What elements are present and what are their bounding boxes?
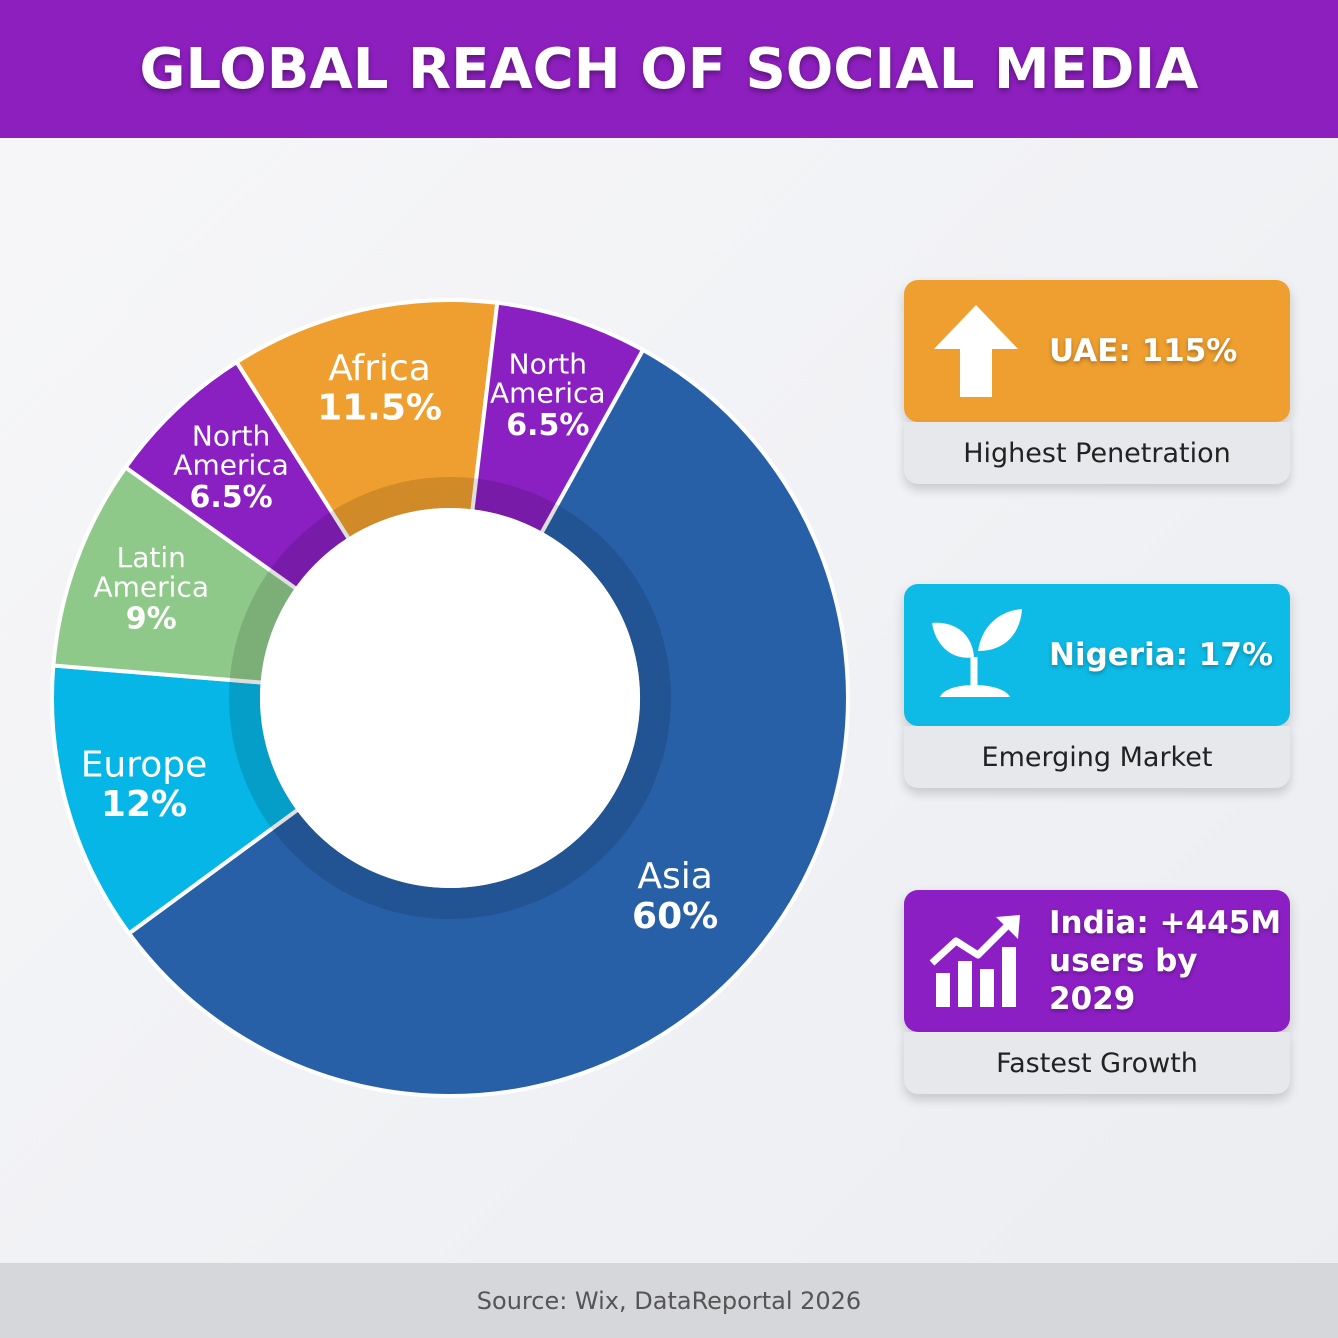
header-banner: GLOBAL REACH OF SOCIAL MEDIA: [0, 0, 1338, 138]
inner-ring-shadow: [229, 477, 671, 919]
page-title: GLOBAL REACH OF SOCIAL MEDIA: [139, 36, 1199, 102]
donut-chart: Asia60%Europe12%LatinAmerica9%NorthAmeri…: [50, 298, 850, 1098]
slice-label-name: North: [509, 347, 587, 380]
slice-label-value: 60%: [632, 896, 718, 937]
growth-chart-icon: [929, 915, 1020, 1007]
source-footer: Source: Wix, DataReportal 2026: [0, 1263, 1338, 1338]
sprout-icon: [932, 609, 1022, 697]
stat-card-caption: Highest Penetration: [904, 422, 1290, 484]
stat-card-caption: Fastest Growth: [904, 1032, 1290, 1094]
slice-label-name: Latin: [117, 541, 186, 574]
stat-card-header: Nigeria: 17%: [904, 584, 1290, 726]
slice-label-value: 6.5%: [189, 480, 272, 515]
stat-card-header: UAE: 115%: [904, 280, 1290, 422]
stat-card-value: UAE: 115%: [1049, 333, 1238, 369]
stat-card-header: India: +445M users by 2029: [904, 890, 1290, 1032]
donut-hole: [260, 508, 640, 888]
slice-label-name: America: [94, 570, 210, 603]
slice-label-value: 12%: [101, 784, 187, 825]
stat-card-value: Nigeria: 17%: [1049, 637, 1274, 673]
slice-label-name: Europe: [81, 744, 208, 785]
arrow-up-icon: [934, 305, 1018, 397]
slice-label-name: North: [192, 419, 270, 452]
source-text: Source: Wix, DataReportal 2026: [476, 1286, 862, 1315]
donut-slices: [50, 298, 850, 1098]
stat-card-value: India: +445M users by 2029: [1049, 905, 1282, 1017]
slice-label-name: Africa: [328, 348, 431, 389]
slice-label-name: Asia: [637, 856, 712, 897]
slice-label-name: America: [490, 377, 606, 410]
stat-card-caption: Emerging Market: [904, 726, 1290, 788]
slice-label-name: America: [173, 449, 289, 482]
slice-label-value: 11.5%: [317, 388, 442, 429]
slice-label-value: 6.5%: [506, 408, 589, 443]
slice-label-value: 9%: [126, 602, 177, 637]
donut-labels: Asia60%Europe12%LatinAmerica9%NorthAmeri…: [81, 347, 719, 937]
